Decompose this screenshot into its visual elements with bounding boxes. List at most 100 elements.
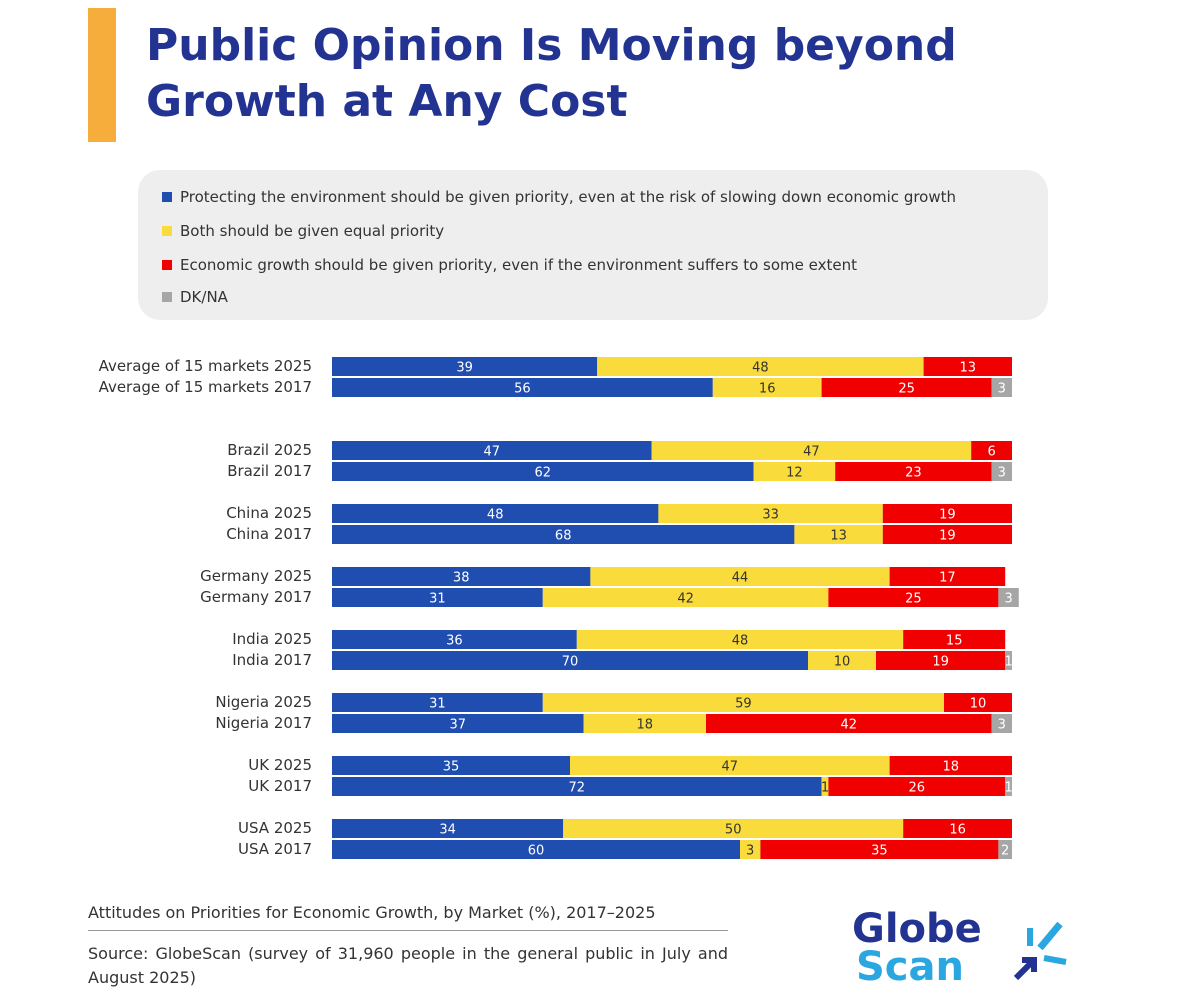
bar-segment [332, 756, 570, 775]
data-label: 59 [735, 697, 752, 712]
data-label: 18 [943, 760, 960, 775]
bar-segment [583, 714, 706, 733]
data-label: 2 [1001, 844, 1009, 859]
bar-segment [753, 462, 836, 481]
category-label: Brazil 2017 [227, 462, 312, 480]
chart-caption: Attitudes on Priorities for Economic Gro… [88, 903, 656, 922]
data-label: 34 [439, 823, 456, 838]
bar-segment [332, 462, 754, 481]
bar-segment [903, 630, 1006, 649]
bar-segment [835, 462, 992, 481]
bar-segment [760, 840, 999, 859]
data-label: 35 [443, 760, 460, 775]
bar-segment [563, 819, 904, 838]
legend-item: Economic growth should be given priority… [162, 256, 857, 274]
divider [88, 930, 728, 931]
data-label: 33 [762, 508, 779, 523]
bar-segment [808, 651, 876, 670]
data-label: 1 [821, 781, 829, 796]
data-label: 47 [803, 445, 820, 460]
data-label: 38 [453, 571, 470, 586]
data-label: 17 [939, 571, 956, 586]
bar-segment [332, 357, 598, 376]
data-label: 35 [871, 844, 888, 859]
legend-swatch [162, 192, 172, 202]
bar-segment [889, 756, 1012, 775]
data-label: 15 [946, 634, 963, 649]
bar-segment [332, 525, 795, 544]
category-label: Germany 2017 [200, 588, 312, 606]
bar-segment [821, 378, 992, 397]
bar-segment [332, 819, 564, 838]
data-label: 60 [528, 844, 545, 859]
bar-segment [876, 651, 1006, 670]
data-label: 25 [898, 382, 915, 397]
data-label: 70 [562, 655, 579, 670]
bar-segment [903, 819, 1012, 838]
bar-segment [651, 441, 972, 460]
bar-segment [542, 693, 944, 712]
globescan-logo: Globe Scan [852, 906, 1067, 990]
legend-swatch [162, 226, 172, 236]
data-label: 1 [1004, 655, 1012, 670]
data-label: 3 [998, 382, 1006, 397]
data-label: 31 [429, 697, 446, 712]
bar-segment [971, 441, 1012, 460]
legend-label: DK/NA [180, 288, 228, 306]
bar-segment [332, 588, 543, 607]
data-label: 25 [905, 592, 922, 607]
legend-label: Economic growth should be given priority… [180, 256, 857, 274]
category-label: India 2025 [232, 630, 312, 648]
data-label: 23 [905, 466, 922, 481]
data-label: 19 [939, 508, 956, 523]
bar-segment [332, 651, 808, 670]
bar-segment [597, 357, 924, 376]
data-label: 56 [514, 382, 531, 397]
bar-segment [332, 840, 740, 859]
data-label: 37 [450, 718, 467, 733]
bar-segment [712, 378, 822, 397]
data-label: 48 [732, 634, 749, 649]
category-label: Average of 15 markets 2025 [98, 357, 312, 375]
data-label: 16 [759, 382, 776, 397]
category-label: Brazil 2025 [227, 441, 312, 459]
data-label: 26 [909, 781, 926, 796]
logo-line2: Scan [856, 944, 964, 990]
page-title: Public Opinion Is Moving beyond Growth a… [146, 20, 957, 127]
bar-segment [821, 777, 829, 796]
category-label: Germany 2025 [200, 567, 312, 585]
bar-segment [882, 504, 1012, 523]
legend-item: Both should be given equal priority [162, 222, 444, 240]
category-label: UK 2017 [248, 777, 312, 795]
logo-burst-icon [1013, 921, 1067, 981]
bar-segment [590, 567, 890, 586]
bar-segment [332, 378, 713, 397]
category-label: UK 2025 [248, 756, 312, 774]
legend-item: DK/NA [162, 288, 228, 306]
bar-segment [332, 441, 652, 460]
data-label: 47 [722, 760, 739, 775]
bar-segment [1005, 777, 1012, 796]
data-label: 48 [752, 361, 769, 376]
bar-segment [332, 693, 543, 712]
bar-segment [332, 714, 584, 733]
legend-item: Protecting the environment should be giv… [162, 188, 956, 206]
logo-line1: Globe [852, 906, 982, 952]
data-label: 50 [725, 823, 742, 838]
data-label: 16 [949, 823, 966, 838]
data-label: 3 [746, 844, 754, 859]
legend: Protecting the environment should be giv… [138, 170, 1048, 320]
data-label: 13 [960, 361, 977, 376]
bar-segment [923, 357, 1012, 376]
data-label: 68 [555, 529, 572, 544]
bar-segment [576, 630, 904, 649]
bar-segment [998, 588, 1019, 607]
data-label: 47 [484, 445, 501, 460]
bar-segment [1005, 651, 1012, 670]
bar-segment [542, 588, 829, 607]
legend-label: Protecting the environment should be giv… [180, 188, 957, 206]
legend-swatch [162, 260, 172, 270]
data-label: 13 [830, 529, 847, 544]
bar-segment [332, 777, 822, 796]
